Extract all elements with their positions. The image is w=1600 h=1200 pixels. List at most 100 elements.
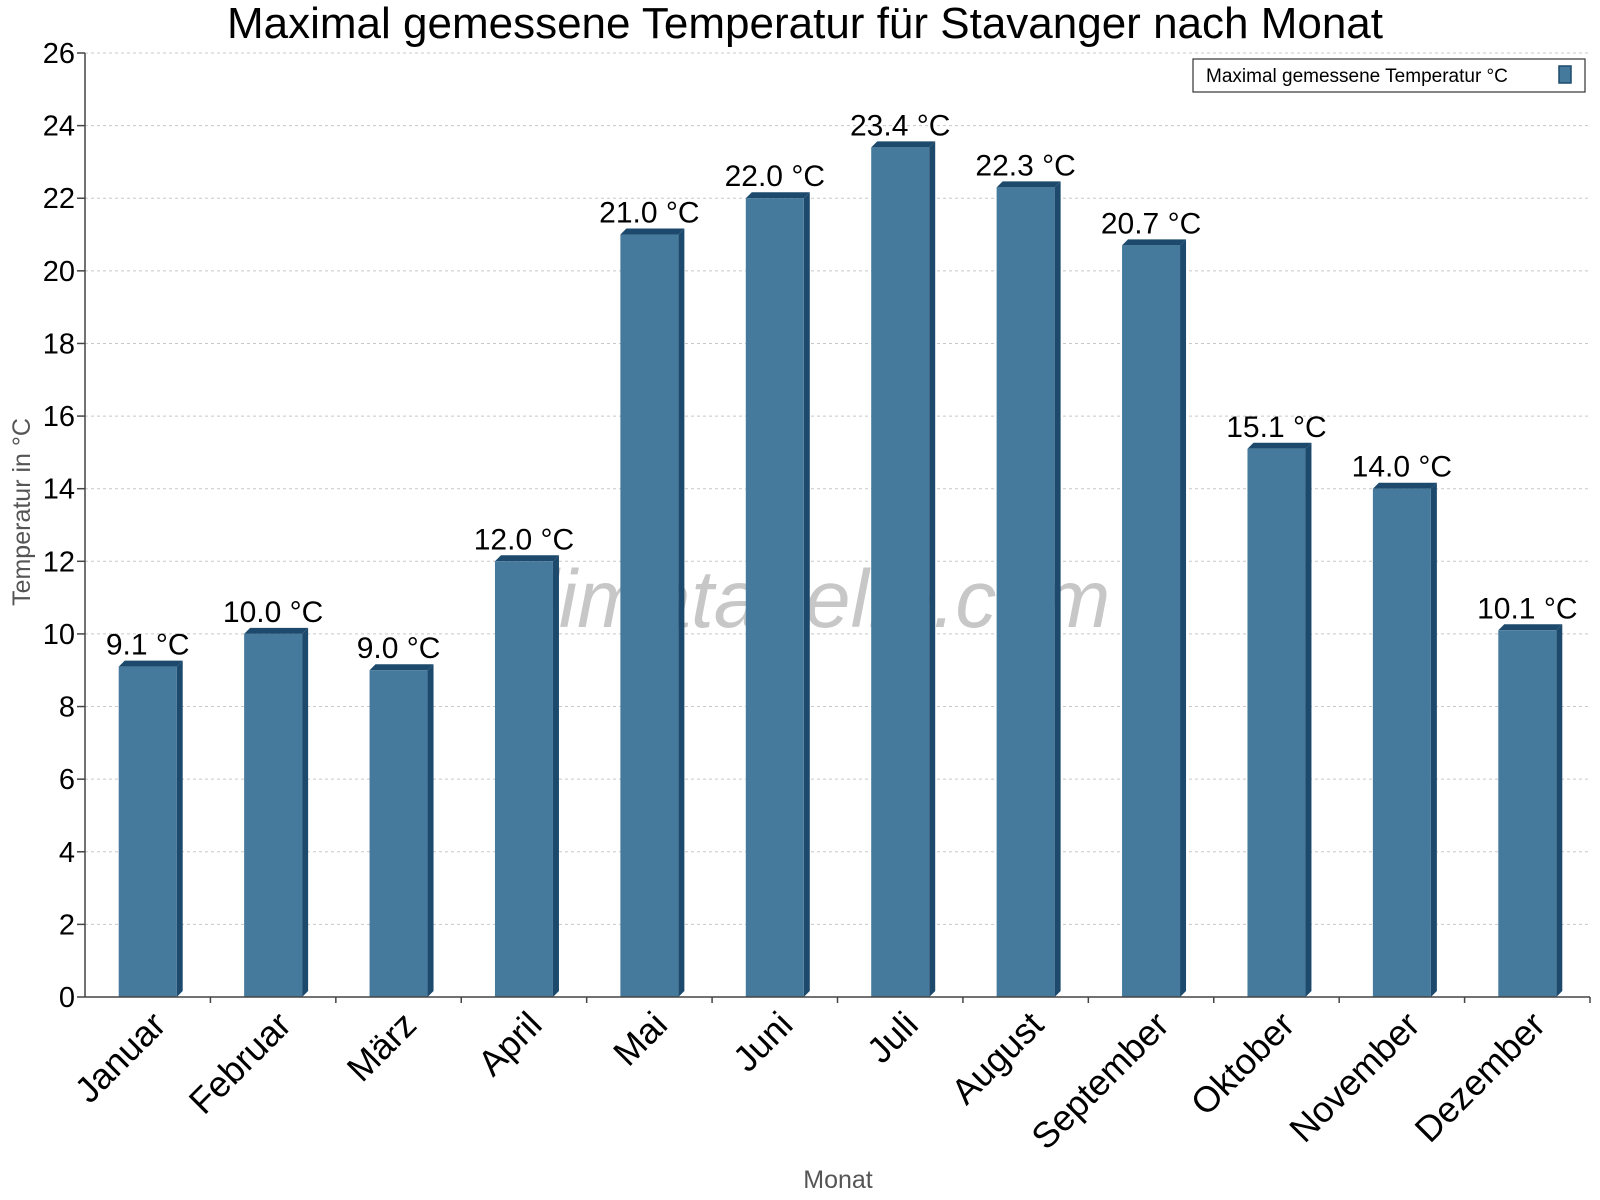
data-label: 9.0 °C (357, 632, 441, 665)
x-tick-label: März (339, 1004, 425, 1090)
bar-august (996, 181, 1061, 998)
bar-front (996, 187, 1055, 998)
bar-februar (244, 627, 309, 997)
y-tick-label: 24 (43, 111, 75, 143)
bar-mai (620, 228, 685, 998)
y-tick-label: 2 (59, 909, 75, 941)
bar-april (494, 555, 559, 997)
y-axis-label: Temperatur in °C (8, 418, 36, 606)
data-label: 12.0 °C (474, 523, 574, 556)
x-tick-label: April (470, 1004, 550, 1084)
data-label: 23.4 °C (850, 109, 950, 142)
bar-front (1498, 630, 1557, 997)
bar-front (494, 561, 553, 997)
y-tick-label: 16 (43, 401, 75, 433)
legend-entry-label: Maximal gemessene Temperatur °C (1206, 66, 1508, 87)
bar-oktober (1247, 442, 1312, 997)
data-label: 22.0 °C (725, 160, 825, 193)
bar-side (1556, 624, 1563, 997)
x-tick-label: Oktober (1183, 1004, 1303, 1124)
bar-top (369, 664, 434, 671)
bar-side (678, 228, 685, 998)
x-tick-labels: Januar Februar März April Mai Juni Juli AugustS… (67, 1004, 1553, 1158)
grid-lines (85, 52, 1590, 925)
y-tick-label: 6 (59, 764, 75, 796)
bar-märz (369, 664, 434, 997)
bar-top (1372, 482, 1437, 489)
data-label: 22.3 °C (975, 149, 1075, 182)
x-tick-label: September (1023, 1004, 1177, 1158)
legend-box (1192, 58, 1586, 93)
data-label: 20.7 °C (1101, 207, 1201, 240)
bar-top (620, 228, 685, 235)
x-tick-label: Dezember (1407, 1004, 1553, 1150)
data-label: 14.0 °C (1352, 451, 1452, 484)
bar-juli (871, 141, 936, 997)
bar-front (1122, 245, 1181, 997)
y-tick-label: 0 (59, 982, 75, 1014)
bar-top (1122, 239, 1187, 246)
y-tick-label: 4 (59, 837, 75, 869)
bar-januar (118, 660, 183, 997)
bar-side (552, 555, 559, 997)
bar-side (302, 627, 309, 997)
y-tick-label: 14 (43, 474, 75, 506)
x-tick-label: August (943, 1004, 1051, 1112)
bar-front (369, 670, 428, 997)
bar-dezember (1498, 624, 1563, 997)
data-label: 10.1 °C (1477, 592, 1577, 625)
data-labels: 9.1 °C 10.0 °C 9.0 °C 12.0 °C 21.0 °C 22.0 °C… (106, 109, 1578, 665)
bar-top (871, 141, 936, 148)
bar-top (494, 555, 559, 562)
bar-top (118, 660, 183, 667)
chart-title: Maximal gemessene Temperatur für Stavang… (227, 0, 1383, 48)
bar-front (1372, 488, 1431, 997)
bar-top (1498, 624, 1563, 631)
x-tick-label: November (1281, 1004, 1427, 1150)
bar-side (176, 660, 183, 997)
x-tick-label: Juli (859, 1004, 926, 1071)
bar-front (620, 234, 679, 998)
data-label: 9.1 °C (106, 629, 190, 662)
bar-side (803, 192, 810, 997)
data-label: 21.0 °C (599, 197, 699, 230)
bar-front (1247, 448, 1306, 997)
y-tick-label: 8 (59, 692, 75, 724)
bar-side (427, 664, 434, 997)
bar-november (1372, 482, 1437, 997)
bar-side (1180, 239, 1187, 997)
bar-front (745, 198, 804, 997)
y-tick-label: 10 (43, 619, 75, 651)
x-tick-label: Januar (67, 1004, 174, 1111)
legend-swatch (1558, 65, 1572, 84)
y-tick-label: 12 (43, 546, 75, 578)
bar-top (1247, 442, 1312, 449)
legend: Maximal gemessene Temperatur °C (1192, 58, 1586, 93)
bar-front (244, 633, 303, 997)
bar-side (1305, 442, 1312, 997)
bar-september (1122, 239, 1187, 997)
y-tick-label: 26 (43, 38, 75, 70)
x-tick-label: Mai (605, 1004, 675, 1074)
bar-juni (745, 192, 810, 997)
bar-front (871, 147, 930, 997)
y-tick-label: 20 (43, 256, 75, 288)
bar-top (244, 627, 309, 634)
data-label: 10.0 °C (223, 596, 323, 629)
bars (118, 141, 1563, 998)
bar-side (1054, 181, 1061, 998)
bar-top (996, 181, 1061, 188)
bar-side (929, 141, 936, 997)
x-tick-label: Februar (181, 1004, 299, 1122)
axes (77, 52, 1591, 1003)
bar-side (1430, 482, 1437, 997)
x-tick-label: Juni (725, 1004, 801, 1080)
y-tick-label: 18 (43, 328, 75, 360)
bar-front (118, 666, 177, 997)
y-tick-label: 22 (43, 183, 75, 215)
data-label: 15.1 °C (1226, 411, 1326, 444)
bar-top (745, 192, 810, 199)
x-axis-label: Monat (803, 1166, 873, 1194)
